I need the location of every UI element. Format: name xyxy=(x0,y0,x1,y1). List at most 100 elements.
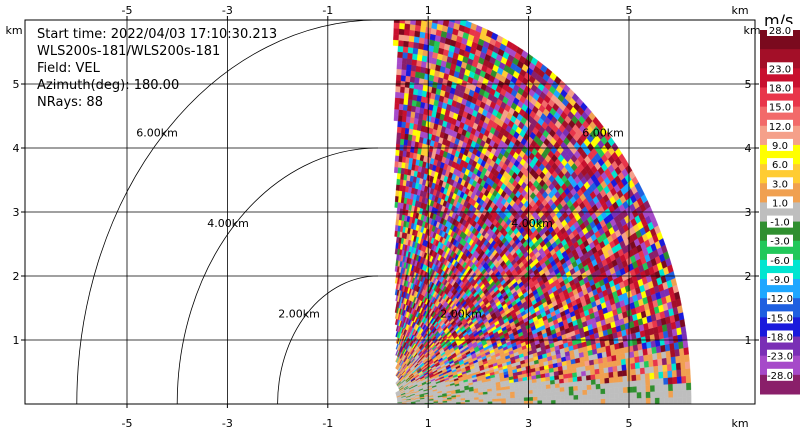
velocity-cell xyxy=(617,370,623,377)
velocity-cell xyxy=(649,378,655,386)
velocity-cell xyxy=(655,345,662,354)
velocity-cell xyxy=(412,47,419,55)
velocity-cell xyxy=(614,392,620,399)
velocity-cell xyxy=(589,364,595,371)
velocity-cell xyxy=(604,377,610,384)
velocity-cell xyxy=(404,86,410,94)
velocity-cell xyxy=(638,355,645,363)
velocity-cell xyxy=(623,392,629,399)
velocity-cell xyxy=(670,356,677,364)
velocity-cell xyxy=(663,384,669,392)
velocity-cell xyxy=(416,54,423,62)
velocity-cell xyxy=(631,374,637,382)
velocity-cell xyxy=(659,384,665,392)
velocity-cell xyxy=(676,376,682,384)
velocity-cell xyxy=(621,364,627,371)
velocity-cell xyxy=(406,110,412,118)
velocity-cell xyxy=(607,366,614,373)
velocity-cell xyxy=(671,369,678,378)
velocity-cell xyxy=(586,384,592,390)
velocity-cell xyxy=(420,60,427,68)
velocity-cell xyxy=(483,398,489,402)
velocity-cell xyxy=(396,178,401,186)
velocity-cell xyxy=(405,116,411,123)
velocity-cell xyxy=(564,386,570,392)
velocity-cell xyxy=(519,397,525,401)
velocity-cell xyxy=(417,8,423,15)
velocity-cell xyxy=(663,397,669,404)
velocity-cell xyxy=(587,394,592,400)
velocity-cell xyxy=(474,399,480,402)
velocity-cell xyxy=(555,391,561,397)
velocity-cell xyxy=(680,325,687,335)
velocity-cell xyxy=(594,373,601,380)
velocity-cell xyxy=(415,100,421,108)
velocity-cell xyxy=(685,368,691,377)
velocity-cell xyxy=(654,397,660,404)
velocity-cell xyxy=(684,361,691,370)
velocity-cell xyxy=(653,371,660,379)
velocity-cell xyxy=(600,398,606,404)
velocity-cell xyxy=(600,388,606,395)
velocity-cell xyxy=(623,346,630,354)
velocity-cell xyxy=(599,378,605,384)
velocity-cell xyxy=(398,149,404,157)
velocity-cell xyxy=(414,76,420,84)
velocity-cell xyxy=(603,367,609,374)
velocity-cell xyxy=(613,381,619,389)
velocity-cell xyxy=(573,390,579,396)
velocity-cell xyxy=(590,369,596,376)
velocity-cell xyxy=(541,384,547,390)
velocity-cell xyxy=(668,397,674,404)
velocity-cell xyxy=(644,366,650,374)
velocity-cell xyxy=(606,355,613,363)
velocity-cell xyxy=(412,88,419,96)
velocity-cell xyxy=(645,391,651,399)
velocity-cell xyxy=(523,396,529,401)
velocity-cell xyxy=(632,392,638,399)
velocity-cell xyxy=(586,379,592,386)
velocity-cell xyxy=(611,360,618,367)
velocity-cell xyxy=(672,376,678,385)
velocity-cell xyxy=(634,356,640,363)
velocity-cell xyxy=(563,373,569,379)
velocity-cell xyxy=(633,350,640,358)
velocity-cell xyxy=(510,397,516,402)
velocity-cell xyxy=(609,393,615,399)
velocity-cell xyxy=(409,76,416,83)
velocity-cell xyxy=(620,352,626,360)
velocity-cell xyxy=(629,356,636,364)
velocity-cell xyxy=(582,384,588,391)
velocity-cell xyxy=(667,377,673,385)
velocity-cell xyxy=(684,354,690,363)
velocity-cell xyxy=(555,395,561,401)
velocity-cell xyxy=(596,393,602,400)
velocity-cell xyxy=(401,115,407,123)
velocity-cell xyxy=(640,379,646,387)
velocity-cell xyxy=(546,388,552,393)
velocity-cell xyxy=(630,368,637,376)
velocity-cell xyxy=(675,362,682,371)
velocity-cell xyxy=(405,121,410,129)
velocity-cell xyxy=(595,388,601,395)
velocity-cell xyxy=(419,25,427,33)
velocity-cell xyxy=(555,387,561,393)
velocity-cell xyxy=(545,384,551,389)
velocity-cell xyxy=(649,372,655,380)
velocity-cell xyxy=(546,395,552,401)
velocity-cell xyxy=(401,161,406,169)
velocity-cell xyxy=(607,360,613,368)
velocity-cell xyxy=(396,213,400,220)
velocity-cell xyxy=(414,106,421,114)
velocity-cell xyxy=(641,397,647,404)
velocity-cell xyxy=(609,382,615,389)
velocity-cell xyxy=(399,144,404,151)
velocity-cell xyxy=(686,396,692,404)
velocity-cell xyxy=(582,389,588,395)
velocity-cell xyxy=(681,389,687,398)
velocity-cell xyxy=(621,369,628,377)
velocity-cell xyxy=(528,393,534,398)
velocity-cell xyxy=(572,381,578,387)
velocity-cell xyxy=(591,383,597,390)
velocity-cell xyxy=(416,59,422,67)
